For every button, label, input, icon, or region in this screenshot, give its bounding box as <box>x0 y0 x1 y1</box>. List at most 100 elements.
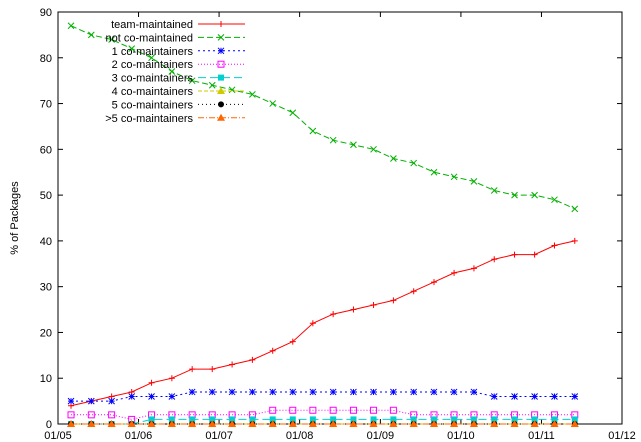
data-point <box>148 393 155 400</box>
series-layer <box>67 22 579 427</box>
series-line <box>71 391 575 402</box>
x-axis: 01/05 01/06 01/07 01/08 01/09 01/10 01/11 01/12 <box>44 12 636 442</box>
data-point <box>329 136 337 144</box>
data-point <box>369 420 378 427</box>
data-point <box>570 420 579 427</box>
legend-label: 4 co-maintainers <box>112 86 194 98</box>
data-point <box>269 100 277 107</box>
series-line <box>71 409 575 420</box>
data-point <box>450 420 459 427</box>
y-tick-label: 40 <box>40 236 52 248</box>
data-point <box>269 388 277 396</box>
data-point <box>67 420 76 427</box>
data-point <box>188 77 196 85</box>
data-point <box>148 416 155 423</box>
data-point <box>511 191 518 199</box>
data-point <box>390 416 397 423</box>
data-point <box>350 306 357 313</box>
data-point <box>329 406 337 414</box>
data-point <box>288 420 297 427</box>
data-point <box>269 416 276 423</box>
data-point <box>128 45 136 52</box>
data-point <box>189 366 196 373</box>
data-point <box>450 173 458 181</box>
data-point <box>531 393 538 400</box>
data-point <box>469 420 478 427</box>
data-point <box>108 411 116 419</box>
data-point <box>249 356 256 363</box>
series-4 <box>68 416 578 427</box>
data-point <box>228 388 236 396</box>
legend-marker <box>218 21 224 27</box>
data-point <box>87 411 95 419</box>
data-point <box>147 420 156 427</box>
data-point <box>410 159 418 167</box>
data-point <box>450 388 458 396</box>
data-point <box>470 388 478 396</box>
data-point <box>490 187 498 194</box>
data-point <box>571 205 579 213</box>
data-point <box>571 393 579 400</box>
data-point <box>551 393 558 400</box>
data-point <box>329 420 338 427</box>
data-point <box>491 416 498 423</box>
data-point <box>168 393 176 400</box>
data-point <box>370 301 377 308</box>
legend-marker <box>218 74 224 81</box>
x-tick-label: 01/11 <box>528 430 555 442</box>
data-point <box>550 420 559 427</box>
data-point <box>208 81 216 89</box>
y-tick-label: 20 <box>40 327 52 339</box>
data-point <box>188 388 196 396</box>
data-point <box>148 54 155 62</box>
data-point <box>229 416 236 423</box>
data-point <box>350 141 357 149</box>
x-tick-label: 01/09 <box>367 430 395 442</box>
data-point <box>208 420 217 427</box>
x-tick-label: 01/07 <box>205 430 233 442</box>
data-point <box>451 416 458 423</box>
data-point <box>228 86 236 94</box>
data-point <box>249 91 256 98</box>
data-point <box>470 416 477 423</box>
legend-label: 3 co-maintainers <box>112 73 194 85</box>
data-point <box>410 388 418 396</box>
data-point <box>510 420 519 427</box>
data-point <box>531 191 538 199</box>
data-point <box>167 420 176 427</box>
data-point <box>350 416 357 423</box>
x-tick-label: 01/08 <box>286 430 314 442</box>
data-point <box>289 388 297 396</box>
data-point <box>189 416 196 423</box>
data-point <box>370 406 378 414</box>
y-tick-label: 10 <box>40 373 52 385</box>
data-point <box>389 406 397 414</box>
y-tick-label: 60 <box>40 144 52 156</box>
data-point <box>551 196 558 204</box>
data-point <box>370 388 377 396</box>
series-7 <box>67 420 579 427</box>
data-point <box>511 251 518 258</box>
y-axis: 0 10 20 30 40 50 60 70 80 90 <box>40 7 622 431</box>
series-3 <box>67 406 579 423</box>
data-point <box>268 420 277 427</box>
legend-marker <box>217 60 225 68</box>
x-tick-label: 01/05 <box>44 430 72 442</box>
data-point <box>168 68 176 75</box>
x-tick-label: 01/10 <box>447 430 475 442</box>
legend-label: 2 co-maintainers <box>112 59 194 71</box>
data-point <box>390 388 397 396</box>
data-point <box>87 31 95 39</box>
data-point <box>289 416 296 423</box>
data-point <box>470 265 477 272</box>
data-point <box>309 406 317 414</box>
data-point <box>430 168 438 176</box>
data-point <box>228 420 237 427</box>
data-point <box>209 416 216 423</box>
legend-marker <box>217 34 225 41</box>
data-point <box>410 416 417 423</box>
data-point <box>208 388 216 396</box>
y-tick-label: 50 <box>40 190 52 202</box>
